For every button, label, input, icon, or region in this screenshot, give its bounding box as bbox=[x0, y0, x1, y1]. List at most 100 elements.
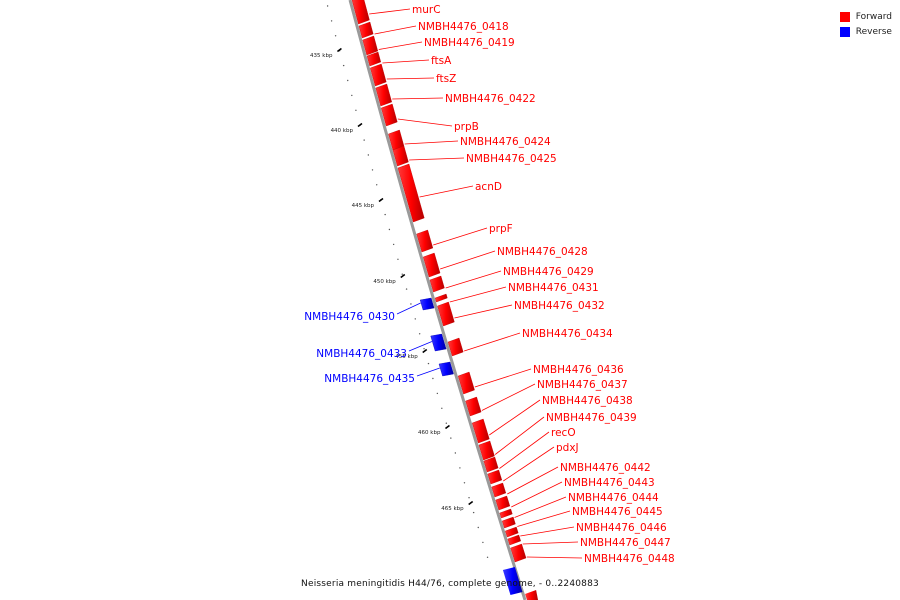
scale-dot bbox=[427, 362, 430, 365]
reverse-gene-label: NMBH4476_0435 bbox=[324, 373, 415, 385]
forward-gene-block bbox=[499, 508, 513, 519]
reverse-gene-label: NMBH4476_0430 bbox=[304, 311, 395, 323]
forward-gene-block bbox=[447, 337, 464, 357]
forward-gene-label: NMBH4476_0437 bbox=[537, 379, 628, 391]
forward-gene-block bbox=[505, 526, 519, 538]
forward-gene-label: NMBH4476_0442 bbox=[560, 462, 651, 474]
forward-leader-line bbox=[440, 250, 496, 270]
forward-leader-line bbox=[474, 368, 532, 388]
scale-dot bbox=[392, 243, 395, 246]
forward-leader-line bbox=[374, 25, 417, 35]
forward-gene-label: NMBH4476_0446 bbox=[576, 522, 667, 534]
scale-dot bbox=[441, 407, 443, 409]
forward-gene-label: NMBH4476_0432 bbox=[514, 300, 605, 312]
scale-dot bbox=[351, 94, 353, 97]
forward-gene-label: NMBH4476_0425 bbox=[466, 153, 557, 165]
scale-tick-label: 440 kbp bbox=[331, 128, 354, 134]
forward-gene-block bbox=[483, 456, 499, 473]
forward-gene-block bbox=[392, 145, 409, 167]
scale-dot bbox=[347, 79, 349, 82]
scale-dot bbox=[384, 213, 386, 216]
forward-gene-label: NMBH4476_0439 bbox=[546, 412, 637, 424]
forward-gene-block bbox=[472, 418, 490, 444]
forward-leader-line bbox=[494, 416, 545, 455]
forward-gene-block bbox=[370, 63, 387, 87]
forward-leader-line bbox=[392, 97, 444, 100]
forward-leader-line bbox=[369, 8, 411, 15]
forward-gene-label: NMBH4476_0434 bbox=[522, 328, 613, 340]
forward-leader-line bbox=[489, 399, 541, 436]
forward-gene-block bbox=[362, 35, 379, 56]
forward-gene-block bbox=[487, 469, 503, 485]
scale-dot bbox=[367, 154, 370, 156]
scale-dot bbox=[436, 392, 439, 395]
forward-gene-block-partial bbox=[525, 590, 538, 600]
forward-gene-label: NMBH4476_0448 bbox=[584, 553, 675, 565]
scale-dot bbox=[405, 288, 408, 290]
reverse-swatch bbox=[839, 26, 850, 37]
forward-gene-label: ftsZ bbox=[436, 73, 456, 85]
scale-dot bbox=[330, 20, 333, 22]
scale-tick-label: 460 kbp bbox=[418, 430, 441, 436]
forward-gene-label: ftsA bbox=[431, 55, 452, 67]
forward-gene-block bbox=[351, 0, 370, 25]
reverse-gene-block-partial bbox=[502, 567, 523, 595]
forward-leader-line bbox=[397, 118, 453, 127]
forward-gene-block bbox=[366, 51, 382, 67]
forward-gene-block bbox=[434, 293, 448, 303]
gene-blocks bbox=[351, 0, 538, 600]
legend: Forward Reverse bbox=[839, 9, 892, 39]
scale-tick bbox=[400, 273, 406, 279]
forward-gene-label: NMBH4476_0436 bbox=[533, 364, 624, 376]
forward-leader-line bbox=[507, 466, 559, 495]
forward-gene-block bbox=[457, 371, 475, 395]
scale-dot bbox=[477, 526, 479, 529]
scale-dot bbox=[468, 497, 470, 499]
scale-dot bbox=[423, 348, 425, 350]
scale-tick bbox=[357, 122, 363, 128]
forward-leader-line bbox=[386, 77, 435, 80]
scale-dot bbox=[342, 64, 345, 67]
forward-leader-line bbox=[433, 227, 488, 246]
scale-tick bbox=[422, 348, 428, 354]
reverse-gene-block bbox=[438, 361, 454, 377]
scale-dot bbox=[482, 541, 484, 544]
scale-dot bbox=[363, 139, 365, 141]
forward-gene-label: pdxJ bbox=[556, 442, 579, 454]
scale-tick bbox=[336, 47, 342, 53]
scale-dot bbox=[397, 258, 399, 260]
forward-leader-line bbox=[382, 59, 430, 64]
scale-dot bbox=[326, 5, 329, 7]
forward-gene-label: NMBH4476_0419 bbox=[424, 37, 515, 49]
forward-gene-block bbox=[510, 543, 527, 563]
forward-gene-label: acnD bbox=[475, 181, 502, 193]
reverse-leader-line bbox=[396, 302, 421, 315]
forward-leader-line bbox=[514, 496, 567, 518]
reverse-gene-block bbox=[430, 333, 447, 352]
forward-leader-line bbox=[445, 270, 502, 289]
scale-dot bbox=[401, 273, 403, 275]
forward-leader-line bbox=[499, 431, 550, 469]
forward-gene-block bbox=[375, 83, 392, 107]
scale-tick-label: 455 kbp bbox=[395, 354, 418, 360]
forward-leader-line bbox=[378, 41, 423, 50]
legend-forward-label: Forward bbox=[855, 11, 892, 22]
forward-leader-line bbox=[404, 140, 459, 145]
forward-leader-line bbox=[449, 286, 507, 303]
scale-dot bbox=[388, 228, 391, 231]
forward-gene-label: NMBH4476_0424 bbox=[460, 136, 551, 148]
scale-dot bbox=[445, 422, 448, 424]
forward-gene-label: NMBH4476_0443 bbox=[564, 477, 655, 489]
forward-gene-label: NMBH4476_0438 bbox=[542, 395, 633, 407]
scale-dot bbox=[355, 109, 357, 112]
legend-reverse-label: Reverse bbox=[855, 26, 892, 37]
forward-leader-line bbox=[454, 304, 513, 319]
forward-gene-block bbox=[501, 516, 516, 529]
scale-dot bbox=[450, 437, 452, 439]
genome-caption: Neisseria meningitidis H44/76, complete … bbox=[301, 579, 599, 589]
gene-labels: murC NMBH4476_0418 NMBH4476_0419 ftsA ftsZ NM… bbox=[304, 4, 674, 565]
forward-leader-line bbox=[522, 541, 579, 545]
legend-forward: Forward bbox=[839, 9, 892, 24]
scale-tick bbox=[378, 197, 384, 203]
